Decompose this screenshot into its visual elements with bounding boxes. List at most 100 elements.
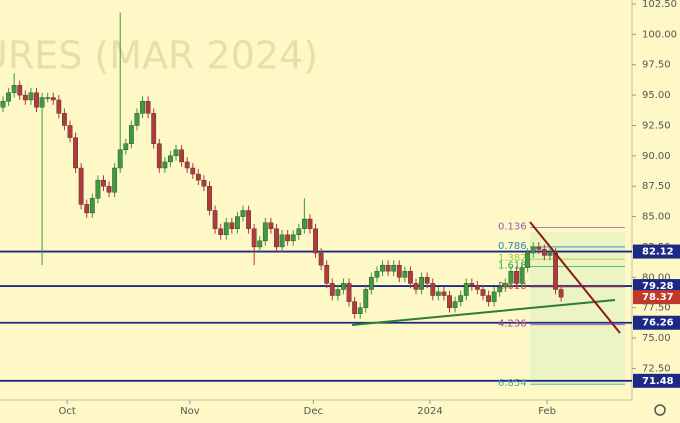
candle-body xyxy=(335,289,341,296)
candle-body xyxy=(469,283,475,287)
candle-body xyxy=(78,167,84,205)
fib-label: 4.236 xyxy=(498,319,527,330)
candle-body xyxy=(11,85,17,93)
fib-label: 1.618 xyxy=(498,260,527,271)
candle-body xyxy=(145,100,151,114)
candle-body xyxy=(95,179,101,199)
candle-body xyxy=(28,92,34,101)
candle-body xyxy=(408,271,413,284)
price-box xyxy=(633,290,680,305)
candle-body xyxy=(424,277,430,284)
candle-body xyxy=(39,97,45,108)
price-box xyxy=(633,244,680,259)
y-tick-label: 75.00 xyxy=(642,333,671,344)
fib-label: 0.136 xyxy=(498,222,527,233)
candle-body xyxy=(62,113,67,126)
candle-body xyxy=(452,301,458,308)
candle-body xyxy=(530,246,536,254)
candle-body xyxy=(84,204,90,214)
candle-body xyxy=(223,222,229,236)
candle-body xyxy=(508,271,514,284)
candle-body xyxy=(151,113,157,144)
candle-body xyxy=(201,179,207,187)
candle-body xyxy=(117,149,123,169)
candle-body xyxy=(274,228,279,248)
candle-body xyxy=(179,149,185,163)
candle-body xyxy=(89,198,95,214)
x-tick-label: Feb xyxy=(538,406,556,417)
candle-body xyxy=(419,277,424,290)
candle-body xyxy=(290,234,296,242)
candle-body xyxy=(541,249,547,256)
candle-body xyxy=(45,97,51,99)
candle-body xyxy=(50,97,56,101)
y-tick-label: 100.00 xyxy=(642,29,677,40)
candle-body xyxy=(447,295,452,308)
candle-body xyxy=(218,228,224,236)
candle-body xyxy=(491,291,497,302)
candle-body xyxy=(17,85,23,96)
candle-body xyxy=(435,291,441,296)
price-box-label: 79.28 xyxy=(642,281,674,292)
candle-body xyxy=(402,271,408,278)
x-tick-label: Oct xyxy=(59,406,76,417)
y-tick-label: 97.50 xyxy=(642,60,671,71)
candle-body xyxy=(235,216,240,229)
candle-body xyxy=(502,283,508,288)
y-tick-label: 90.00 xyxy=(642,151,671,162)
candle-body xyxy=(184,161,190,169)
candle-body xyxy=(346,283,352,302)
fib-label: 1.382 xyxy=(498,253,527,264)
candle-body xyxy=(558,289,564,298)
candle-body xyxy=(106,186,112,193)
y-tick-label: 87.50 xyxy=(642,181,671,192)
candle-body xyxy=(67,125,73,138)
candle-body xyxy=(128,125,134,144)
fib-label: 2.618 xyxy=(498,281,527,292)
x-tick-label: 2024 xyxy=(417,406,442,417)
candle-body xyxy=(352,301,358,314)
price-box-label: 82.12 xyxy=(642,247,674,258)
candle-body xyxy=(463,283,469,296)
y-tick-label: 92.50 xyxy=(642,120,671,131)
candle-body xyxy=(430,283,436,296)
candle-body xyxy=(380,264,385,272)
candle-body xyxy=(329,283,335,296)
resistance-line xyxy=(529,221,621,334)
candle-body xyxy=(480,289,486,296)
price-box xyxy=(633,279,680,294)
candle-body xyxy=(296,228,302,236)
y-tick-label: 85.00 xyxy=(642,212,671,223)
price-box-label: 78.37 xyxy=(642,292,674,303)
watermark: URES (MAR 2024) xyxy=(0,34,318,78)
candle-body xyxy=(212,210,218,229)
support-line xyxy=(351,299,616,326)
candle-body xyxy=(318,252,324,266)
candle-body xyxy=(156,143,162,169)
candle-body xyxy=(341,283,346,290)
fib-zone xyxy=(530,232,625,384)
candle-body xyxy=(134,113,140,126)
candle-body xyxy=(6,92,11,102)
candle-body xyxy=(363,289,369,308)
candle-body xyxy=(536,246,542,250)
candle-body xyxy=(262,222,268,242)
candle-body xyxy=(391,264,397,272)
candle-body xyxy=(229,222,235,229)
fib-label: 6.854 xyxy=(498,378,527,389)
y-tick-label: 102.50 xyxy=(642,0,677,10)
candle-body xyxy=(301,218,307,229)
candle-body xyxy=(441,291,447,296)
candle-body xyxy=(168,155,173,163)
candle-body xyxy=(486,295,491,302)
settings-icon[interactable] xyxy=(654,404,666,416)
candle-body xyxy=(285,234,291,242)
candle-body xyxy=(112,167,118,193)
candle-body xyxy=(519,267,525,284)
x-tick-label: Nov xyxy=(180,406,200,417)
y-tick-label: 80.00 xyxy=(642,272,671,283)
candle-body xyxy=(396,264,402,278)
candle-body xyxy=(374,271,380,278)
candle-body xyxy=(324,264,330,284)
